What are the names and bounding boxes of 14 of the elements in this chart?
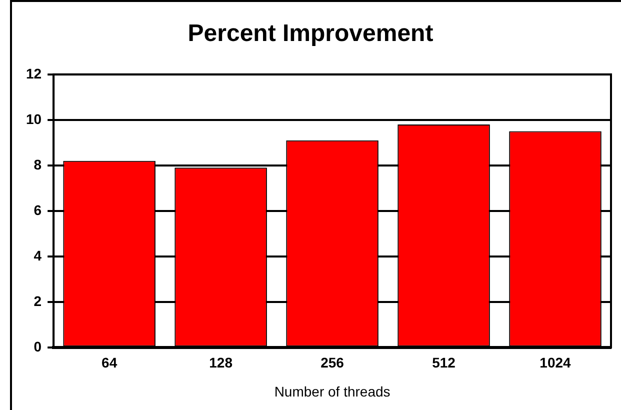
x-axis-title: Number of threads <box>274 383 390 400</box>
x-tick-label: 128 <box>209 354 233 371</box>
x-tick-label: 64 <box>102 354 118 371</box>
x-tick-label: 1024 <box>540 354 572 371</box>
y-tick-label: 4 <box>34 247 42 264</box>
y-tick-label: 0 <box>34 338 42 354</box>
y-tick-label: 8 <box>34 156 42 172</box>
y-tick-label: 10 <box>26 110 42 127</box>
chart-title: Percent Improvement <box>186 20 434 48</box>
y-tick-label: 2 <box>34 292 42 309</box>
x-tick-label: 512 <box>432 354 456 371</box>
y-tick-label: 6 <box>34 202 42 218</box>
x-tick-label: 256 <box>320 354 344 371</box>
y-tick-label: 12 <box>26 65 42 82</box>
